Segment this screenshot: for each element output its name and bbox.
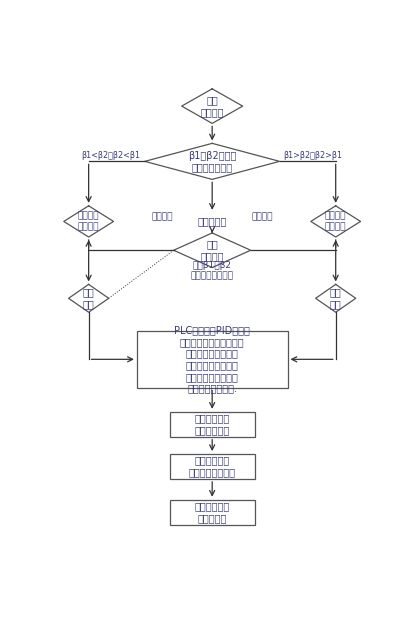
Text: 溜槽
正转: 溜槽 正转 <box>83 288 94 309</box>
Polygon shape <box>310 206 360 237</box>
Text: 最小扇形
设定角度: 最小扇形 设定角度 <box>78 212 99 231</box>
Bar <box>136 331 287 388</box>
Polygon shape <box>64 206 113 237</box>
Text: 溜槽位于扇形
区间允许下料: 溜槽位于扇形 区间允许下料 <box>194 413 229 435</box>
Text: 溜槽
反转: 溜槽 反转 <box>329 288 341 309</box>
Text: PLC内部采用PID算法，
溜槽位置与目标位置远，
则变频器快速运行；
溜槽接近目标位置，
变频器则减小速度，
达到精确定位控制.: PLC内部采用PID算法， 溜槽位置与目标位置远， 则变频器快速运行； 溜槽接近… <box>174 325 249 393</box>
Polygon shape <box>181 89 242 124</box>
Polygon shape <box>69 285 109 312</box>
Bar <box>169 454 254 479</box>
Bar <box>169 500 254 525</box>
Text: 执行下一倾角
及扇形布料: 执行下一倾角 及扇形布料 <box>194 501 229 523</box>
Text: 扇形
布料允许: 扇形 布料允许 <box>200 95 223 117</box>
Text: 大于等于: 大于等于 <box>251 212 272 221</box>
Polygon shape <box>173 233 250 268</box>
Text: 光电编码器: 光电编码器 <box>197 217 226 227</box>
Bar <box>169 412 254 437</box>
Text: 最大扇形
设定角度: 最大扇形 设定角度 <box>324 212 346 231</box>
Text: 小于等于: 小于等于 <box>151 212 173 221</box>
Polygon shape <box>315 285 355 312</box>
Text: 旋转
溜槽位置: 旋转 溜槽位置 <box>200 240 223 261</box>
Text: β1<β2或β2<β1: β1<β2或β2<β1 <box>81 151 140 160</box>
Text: 扇形计数圈数
大于等于设定圈数: 扇形计数圈数 大于等于设定圈数 <box>188 456 235 477</box>
Polygon shape <box>145 144 279 179</box>
Text: β1>β2或β2>β1: β1>β2或β2>β1 <box>283 151 342 160</box>
Text: β1与β2扇形设
定角度大小判断: β1与β2扇形设 定角度大小判断 <box>188 150 236 172</box>
Text: 处于β1、β2
扇形设定角度区间: 处于β1、β2 扇形设定角度区间 <box>190 261 233 280</box>
